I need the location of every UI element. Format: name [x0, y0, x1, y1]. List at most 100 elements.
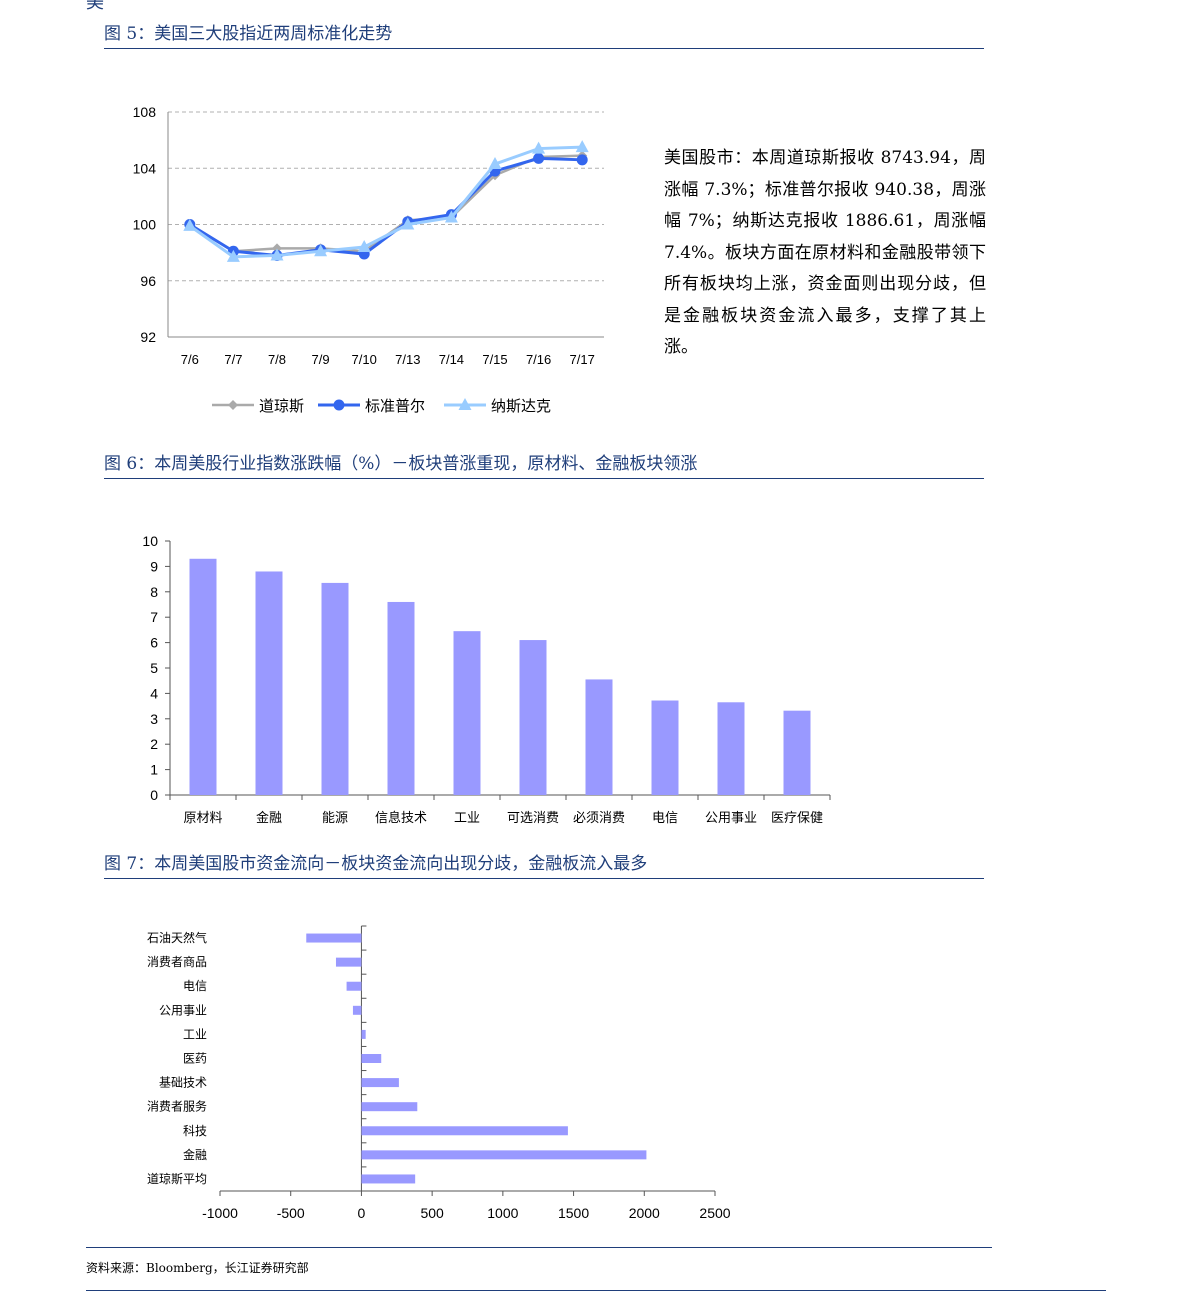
legend-marker	[228, 400, 238, 410]
market-description: 美国股市：本周道琼斯报收 8743.94，周涨幅 7.3%；标准普尔报收 940…	[664, 148, 986, 357]
data-point	[227, 245, 239, 257]
data-point	[444, 210, 458, 223]
series-line-2	[188, 145, 583, 259]
data-point	[183, 218, 197, 231]
x-tick-label: 7/6	[181, 352, 199, 367]
figure-5-title: 图 5：美国三大股指近两周标准化走势	[104, 22, 984, 49]
x-tick-label: 7/13	[395, 352, 420, 367]
data-point	[490, 170, 500, 181]
bar	[651, 700, 679, 795]
data-point	[402, 216, 414, 228]
bar	[453, 631, 481, 795]
data-point	[357, 240, 371, 252]
data-point	[401, 217, 415, 230]
series-line-1	[189, 156, 583, 257]
bar	[519, 640, 547, 795]
data-point	[575, 140, 589, 153]
x-tick-label: 信息技术	[375, 810, 427, 825]
truncated-heading: 美	[86, 0, 104, 13]
bar	[346, 981, 362, 991]
x-tick-label: 2000	[629, 1205, 660, 1221]
data-point	[488, 157, 502, 170]
x-tick-label: 可选消费	[507, 810, 559, 825]
x-tick-label: 公用事业	[705, 810, 757, 825]
data-point	[533, 152, 544, 162]
x-tick-label: 7/9	[312, 352, 330, 367]
x-tick-label: 电信	[652, 810, 678, 825]
y-tick-label: 92	[140, 329, 156, 345]
bar	[361, 1126, 568, 1136]
x-tick-label: 7/15	[482, 352, 507, 367]
x-tick-label: 原材料	[183, 810, 222, 825]
x-tick-label: 7/8	[268, 352, 286, 367]
y-tick-label: 道琼斯平均	[147, 1171, 207, 1186]
y-tick-label: 金融	[183, 1147, 207, 1162]
data-point	[314, 244, 328, 257]
bar	[361, 1150, 647, 1160]
bar	[352, 1005, 362, 1015]
page-bottom-divider	[86, 1290, 1106, 1291]
data-point	[577, 150, 588, 161]
bar	[783, 710, 811, 795]
source-note: 资料来源：Bloomberg，长江证券研究部	[86, 1261, 309, 1275]
bar	[585, 679, 613, 795]
data-point	[315, 243, 326, 254]
y-tick-label: 公用事业	[159, 1003, 207, 1017]
y-tick-label: 电信	[183, 979, 207, 993]
y-tick-label: 0	[150, 787, 158, 803]
x-tick-label: -1000	[202, 1205, 238, 1221]
x-tick-label: -500	[277, 1205, 305, 1221]
bar	[387, 601, 415, 795]
legend-marker	[333, 399, 345, 411]
x-tick-label: 7/10	[352, 352, 377, 367]
data-point	[272, 243, 282, 254]
y-tick-label: 消费者商品	[147, 954, 207, 969]
data-point	[358, 248, 370, 260]
y-tick-label: 工业	[183, 1027, 207, 1041]
data-point	[228, 246, 239, 257]
x-tick-label: 金融	[256, 810, 282, 825]
bar	[321, 582, 349, 795]
x-tick-label: 7/7	[224, 352, 242, 367]
y-tick-label: 消费者服务	[147, 1099, 207, 1114]
y-tick-label: 100	[133, 217, 157, 233]
legend-label: 道琼斯	[259, 397, 304, 415]
legend-label: 纳斯达克	[491, 397, 551, 415]
bar	[717, 702, 745, 795]
y-tick-label: 7	[150, 609, 158, 625]
y-tick-label: 104	[133, 160, 157, 176]
data-point	[270, 248, 284, 261]
bar	[189, 558, 217, 795]
y-tick-label: 10	[142, 533, 158, 549]
y-tick-label: 4	[150, 685, 158, 701]
series-line-0	[189, 154, 583, 253]
x-tick-label: 医疗保健	[771, 810, 823, 825]
y-tick-label: 2	[150, 736, 158, 752]
x-tick-label: 工业	[454, 810, 480, 825]
data-point	[184, 219, 196, 230]
x-tick-label: 必须消费	[573, 810, 625, 825]
y-tick-label: 108	[133, 104, 157, 120]
data-point	[359, 246, 370, 257]
y-tick-label: 基础技术	[159, 1076, 207, 1090]
x-tick-label: 0	[358, 1205, 366, 1221]
bar	[361, 1102, 418, 1112]
y-tick-label: 1	[150, 762, 158, 778]
data-point	[532, 141, 546, 154]
y-tick-label: 5	[150, 660, 158, 676]
figure-6-title: 图 6：本周美股行业指数涨跌幅（%）－板块普涨重现，原材料、金融板块领涨	[104, 452, 984, 479]
bar	[361, 1054, 382, 1063]
x-tick-label: 7/16	[526, 352, 551, 367]
bar	[361, 1078, 399, 1088]
x-tick-label: 500	[420, 1205, 444, 1221]
footer-divider	[86, 1247, 992, 1248]
y-tick-label: 医药	[183, 1052, 207, 1066]
data-point	[445, 209, 457, 221]
bar	[361, 1174, 416, 1184]
figure-7-title: 图 7：本周美国股市资金流向－板块资金流向出现分歧，金融板流入最多	[104, 852, 984, 879]
data-point	[226, 249, 240, 262]
x-tick-label: 1000	[487, 1205, 518, 1221]
data-point	[184, 219, 195, 230]
y-tick-label: 3	[150, 711, 158, 727]
